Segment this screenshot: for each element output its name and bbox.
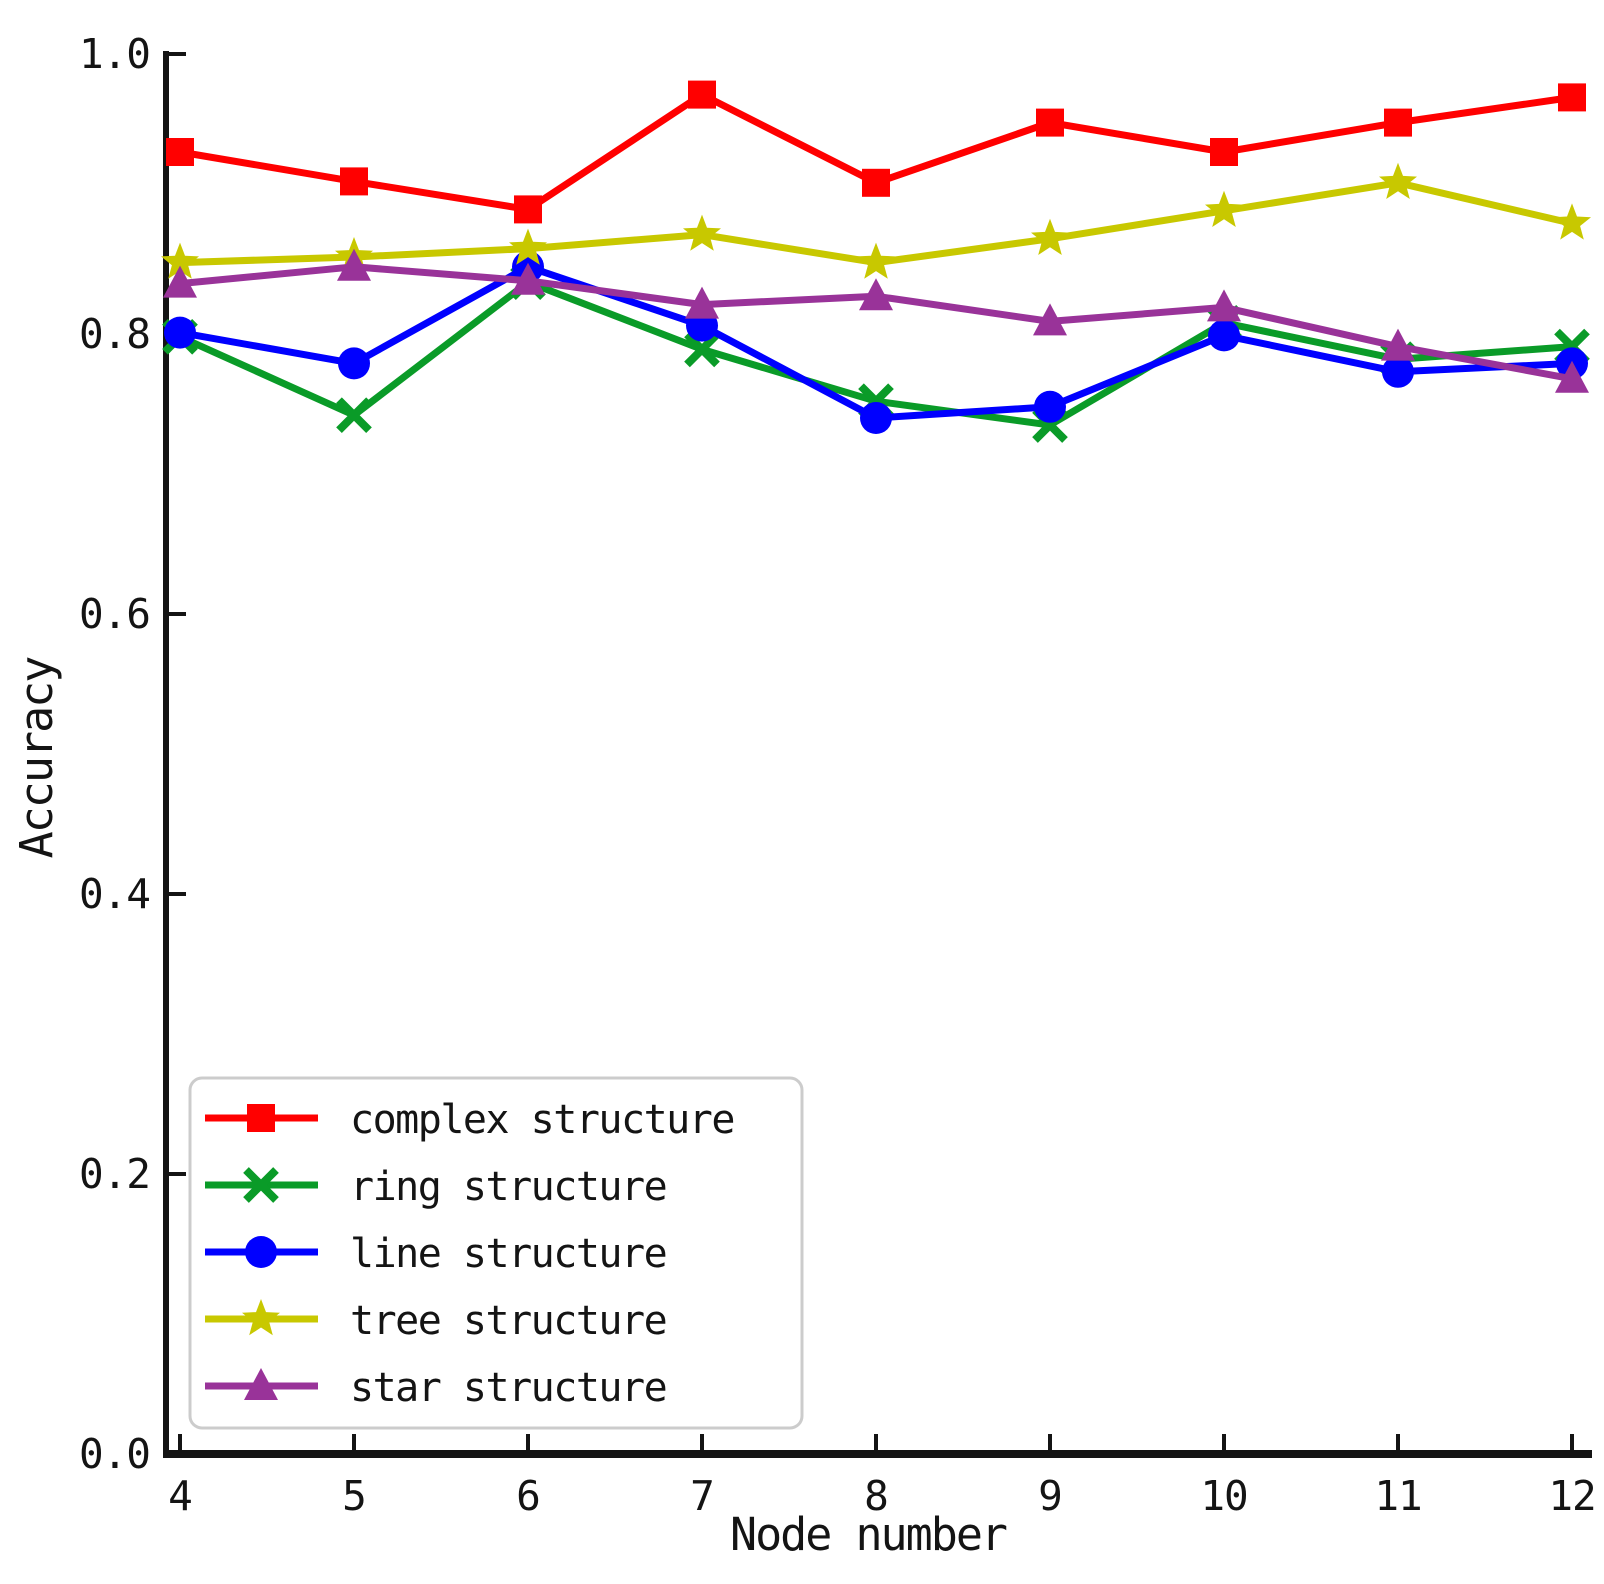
y-axis-title: Accuracy xyxy=(10,657,63,859)
series-star-structure-marker-triangle xyxy=(685,286,719,319)
series-tree-structure-marker-star xyxy=(1379,162,1417,199)
series-complex-structure-marker-square xyxy=(862,168,890,197)
series-tree-structure-marker-star xyxy=(509,228,547,265)
series-complex-structure-marker-square xyxy=(1558,83,1586,112)
legend-item-tree-structure-marker-star xyxy=(242,1299,280,1336)
series-star-structure xyxy=(163,248,1589,393)
x-tick-label: 5 xyxy=(342,1472,366,1520)
legend-item-line-structure-marker-circle xyxy=(245,1236,277,1268)
series-tree-structure-marker-star xyxy=(161,242,199,279)
series-star-structure-marker-triangle xyxy=(1555,360,1589,393)
legend-item-complex-structure-label: complex structure xyxy=(350,1097,734,1143)
y-tick-label: 0.2 xyxy=(79,1150,150,1198)
series-complex-structure-marker-square xyxy=(166,138,194,166)
axes xyxy=(163,51,1592,1458)
legend-item-ring-structure-marker-x xyxy=(243,1167,279,1203)
legend-item-ring-structure-label: ring structure xyxy=(350,1164,666,1210)
y-tick-label: 0.6 xyxy=(79,590,150,638)
series-line-structure-marker-circle xyxy=(1382,355,1414,388)
series-line-structure-marker-circle xyxy=(164,316,196,349)
x-axis-title: Node number xyxy=(730,1508,1007,1561)
series-line-structure xyxy=(164,250,1588,434)
series-complex-structure-marker-square xyxy=(340,167,368,196)
x-tick-label: 4 xyxy=(168,1472,192,1520)
x-tick-label: 8 xyxy=(864,1472,888,1520)
series-tree-structure-marker-star xyxy=(1553,203,1591,240)
series-tree-structure-marker-star xyxy=(1205,190,1243,227)
legend-item-tree-structure-label: tree structure xyxy=(350,1298,666,1344)
y-tick-label: 0.4 xyxy=(79,870,150,918)
legend-item-ring-structure: ring structure xyxy=(205,1164,668,1210)
series-ring-structure-marker-x xyxy=(336,397,372,434)
x-tick-label: 12 xyxy=(1548,1472,1595,1520)
legend-box xyxy=(188,1076,804,1430)
series-tree-structure-marker-star xyxy=(1031,218,1069,255)
x-tick-label: 6 xyxy=(516,1472,540,1520)
series-star-structure-marker-triangle xyxy=(1207,289,1241,322)
series-line-structure-marker-circle xyxy=(1208,319,1240,352)
series-ring-structure-marker-x xyxy=(684,331,720,368)
x-tick-label: 7 xyxy=(690,1472,714,1520)
series-tree-structure-marker-star xyxy=(857,242,895,279)
series-star-structure-marker-triangle xyxy=(511,262,545,295)
series-line-structure-marker-circle xyxy=(860,402,892,434)
series-tree-structure xyxy=(161,162,1591,279)
legend-item-tree-structure: tree structure xyxy=(205,1298,668,1344)
y-tick-label: 0.0 xyxy=(79,1430,150,1478)
legend: complex structure ring structure line stru… xyxy=(188,1076,804,1430)
legend-item-complex-structure: complex structure xyxy=(205,1097,735,1143)
series-complex-structure-marker-square xyxy=(514,195,542,224)
x-axis: 4 5 6 7 8 9 10 11 12 xyxy=(168,1434,1597,1520)
legend-item-star-structure-label: star structure xyxy=(350,1365,666,1411)
series-star-structure-marker-triangle xyxy=(163,265,197,298)
legend-item-star-structure-marker-triangle xyxy=(244,1368,278,1400)
legend-item-star-structure: star structure xyxy=(205,1365,668,1411)
legend-item-line-structure: line structure xyxy=(205,1231,668,1277)
series-line-structure-marker-circle xyxy=(338,347,370,380)
series-line-structure-marker-circle xyxy=(1034,390,1066,423)
x-tick-label: 10 xyxy=(1200,1472,1247,1520)
series-star-structure-marker-triangle xyxy=(1381,328,1415,361)
y-tick-label: 0.8 xyxy=(79,310,150,358)
x-tick-label: 11 xyxy=(1374,1472,1421,1520)
legend-item-complex-structure-marker-square xyxy=(247,1104,275,1132)
series-tree-structure-marker-star xyxy=(683,214,721,251)
x-tick-label: 9 xyxy=(1038,1472,1062,1520)
series-complex-structure-marker-square xyxy=(1210,138,1238,166)
series-complex-structure xyxy=(166,80,1586,224)
series-complex-structure-marker-square xyxy=(1036,108,1064,137)
series-star-structure-marker-triangle xyxy=(1033,303,1067,336)
legend-item-line-structure-label: line structure xyxy=(350,1231,666,1277)
series-complex-structure-marker-square xyxy=(1384,108,1412,137)
series-star-structure-marker-triangle xyxy=(859,278,893,311)
series-star-structure-marker-triangle xyxy=(337,248,371,281)
series-complex-structure-marker-square xyxy=(688,80,716,109)
y-tick-label: 1.0 xyxy=(79,30,150,78)
y-axis: 0.0 0.2 0.4 0.6 0.8 1.0 xyxy=(79,30,186,1478)
